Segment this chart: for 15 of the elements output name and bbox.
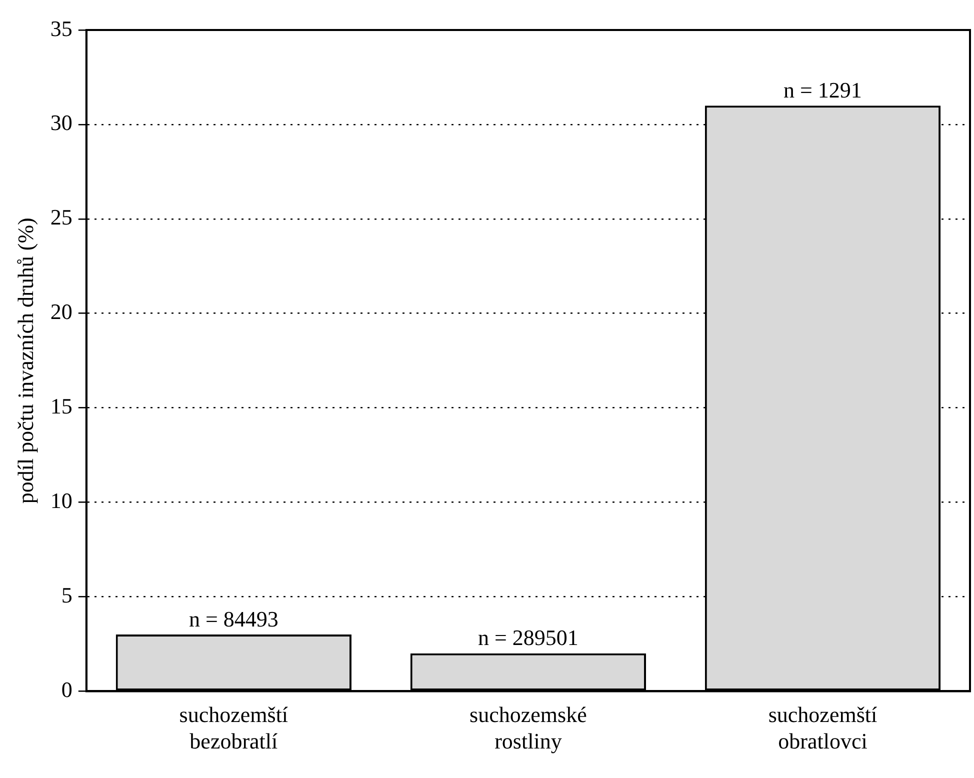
y-tick-label: 15: [50, 394, 72, 419]
x-tick-label: suchozemští obratlovci: [768, 702, 878, 754]
y-tick-label: 25: [50, 204, 72, 230]
x-tick-label: suchozemští bezobratlí: [179, 702, 288, 754]
annotation: n = 84493: [188, 606, 278, 632]
x-tick-label: suchozemské rostliny: [470, 702, 587, 754]
y-tick-label: 30: [50, 110, 72, 136]
y-tick-label: 20: [50, 299, 72, 324]
y-tick-label: 35: [50, 16, 72, 41]
annotation: n = 1291: [784, 77, 862, 102]
y-axis-title: podíl počtu invazních druhů (%): [12, 218, 38, 504]
y-tick-label: 10: [50, 488, 72, 514]
y-tick-label: 0: [61, 676, 72, 702]
annotation: n = 289501: [478, 625, 578, 650]
y-tick-label: 5: [61, 582, 72, 608]
